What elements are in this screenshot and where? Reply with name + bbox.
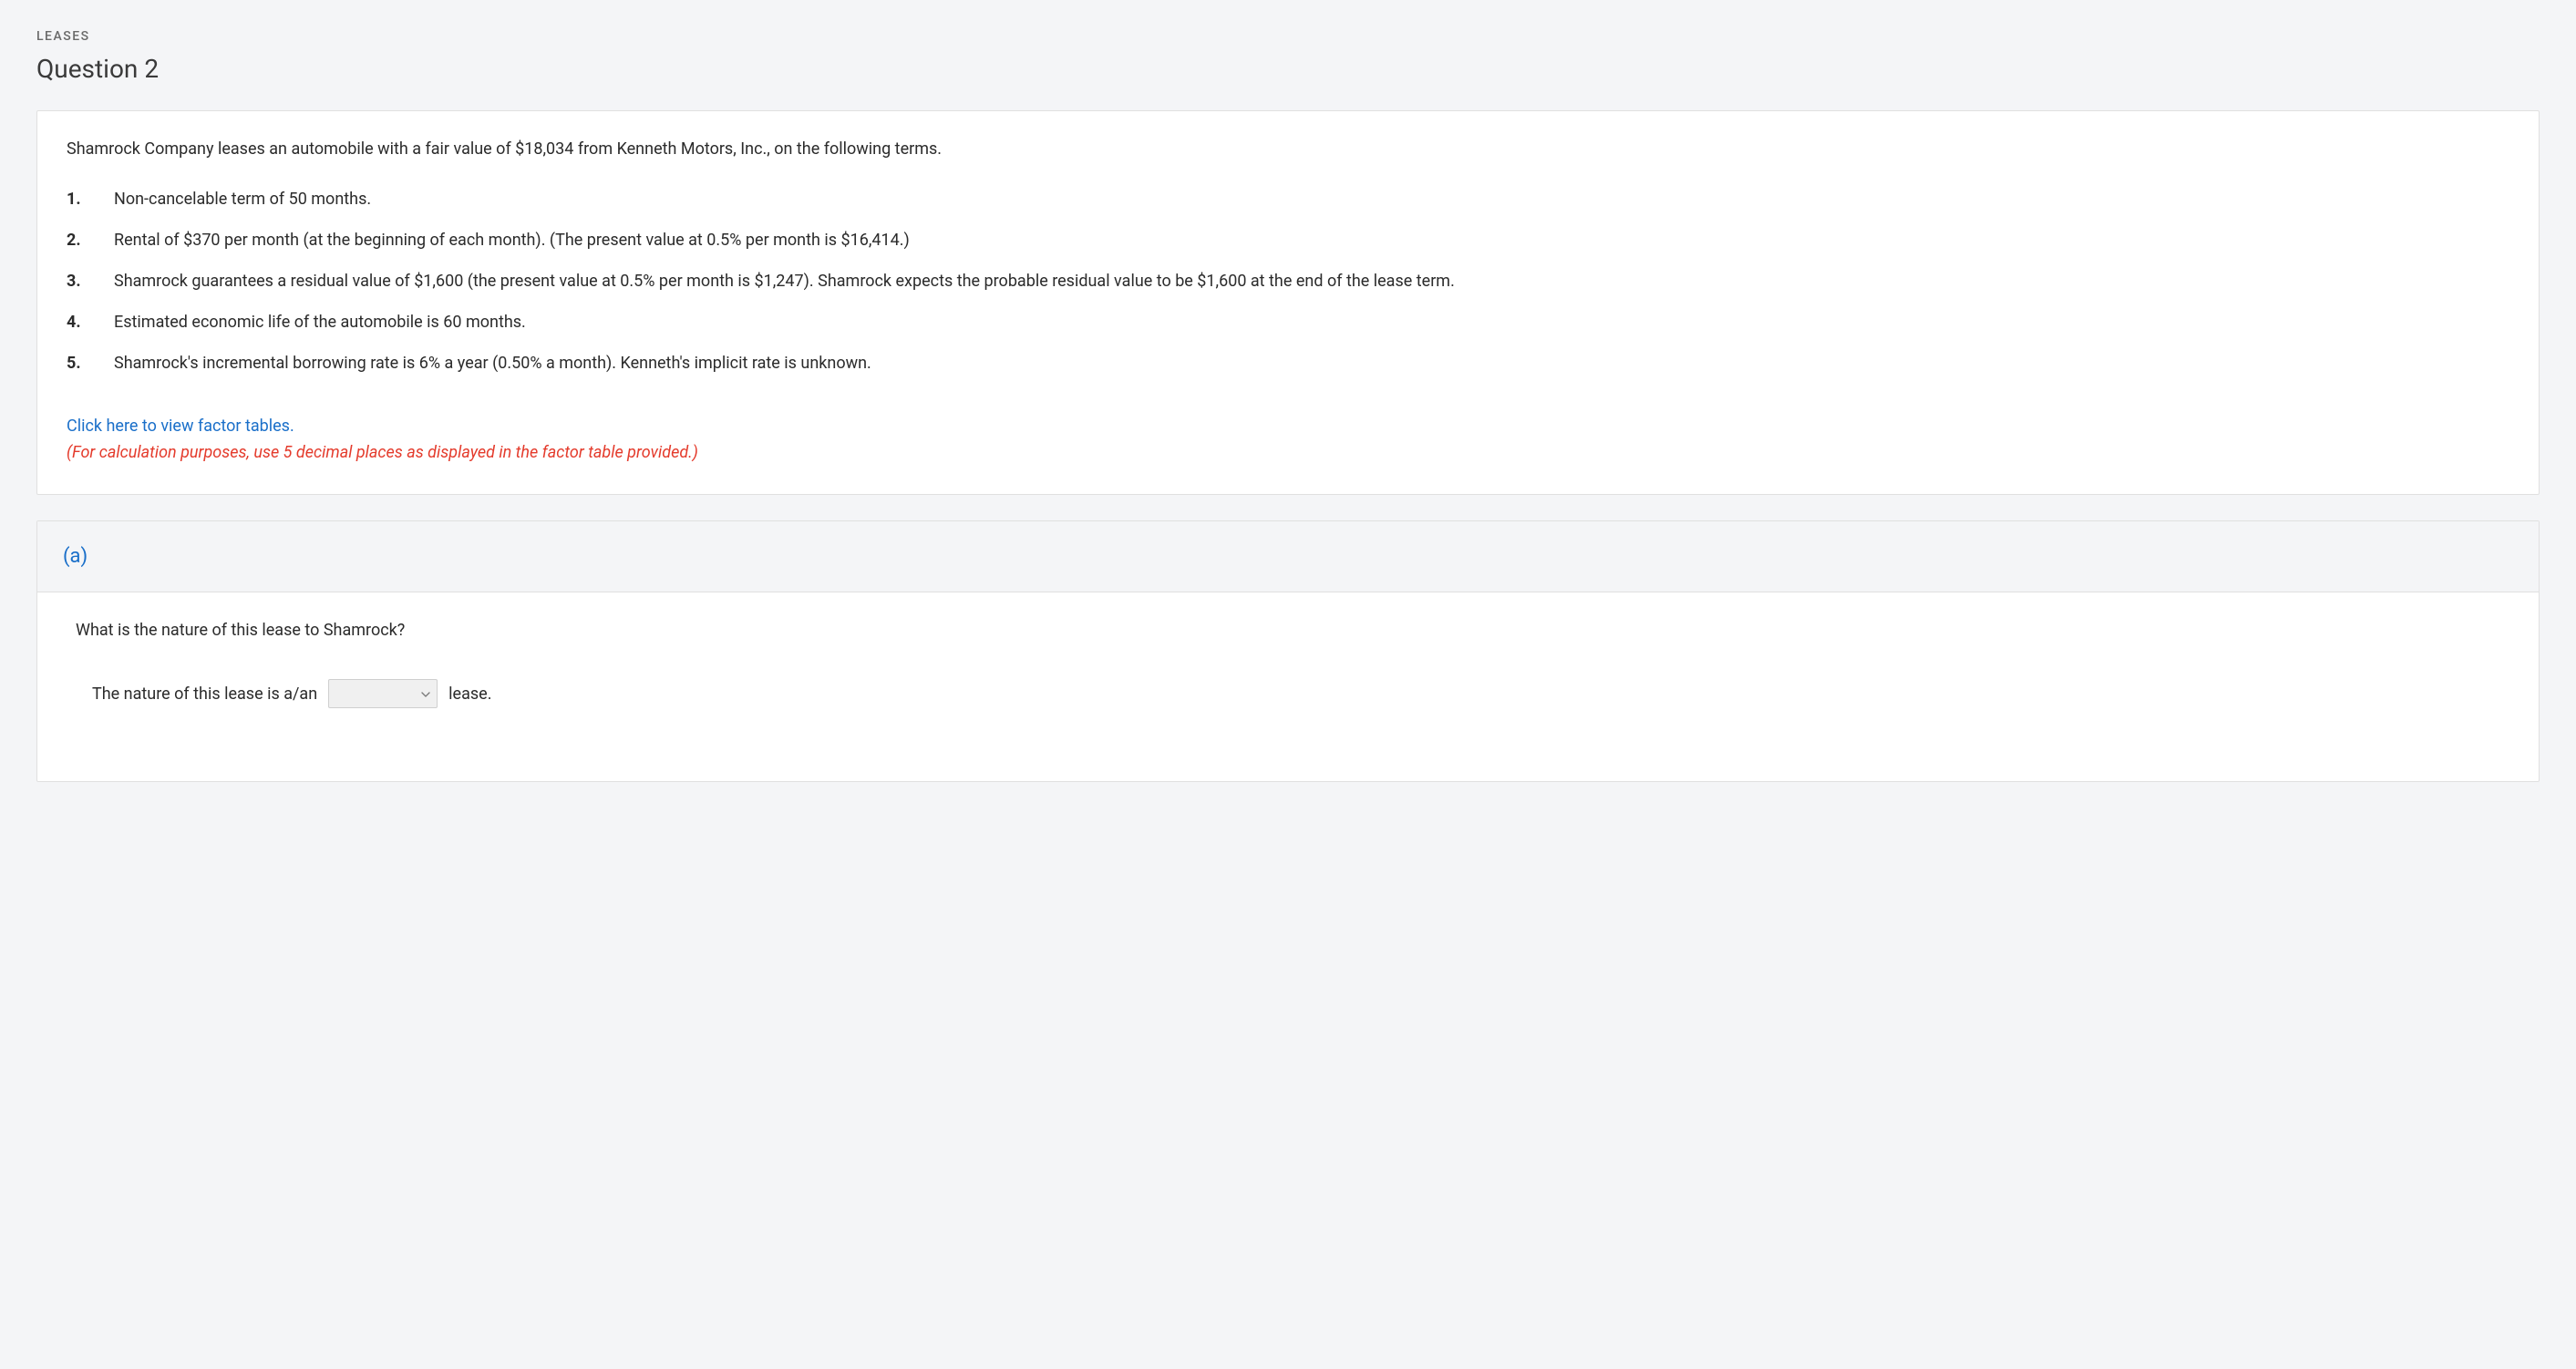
term-text: Estimated economic life of the automobil… <box>114 310 2509 335</box>
problem-intro: Shamrock Company leases an automobile wi… <box>67 137 2509 161</box>
part-a-card: (a) What is the nature of this lease to … <box>36 520 2540 782</box>
answer-suffix: lease. <box>448 682 491 706</box>
answer-prefix: The nature of this lease is a/an <box>92 682 317 706</box>
term-text: Rental of $370 per month (at the beginni… <box>114 228 2509 252</box>
term-text: Non-cancelable term of 50 months. <box>114 187 2509 211</box>
question-header: LEASES Question 2 <box>36 27 2540 88</box>
term-item: 5. Shamrock's incremental borrowing rate… <box>67 351 2509 376</box>
term-number: 4. <box>67 310 114 335</box>
lease-type-select[interactable] <box>328 679 438 708</box>
term-item: 2. Rental of $370 per month (at the begi… <box>67 228 2509 252</box>
part-header: (a) <box>37 521 2539 592</box>
term-number: 2. <box>67 228 114 252</box>
term-item: 4. Estimated economic life of the automo… <box>67 310 2509 335</box>
term-text: Shamrock guarantees a residual value of … <box>114 269 2509 293</box>
term-number: 5. <box>67 351 114 376</box>
term-text: Shamrock's incremental borrowing rate is… <box>114 351 2509 376</box>
answer-row: The nature of this lease is a/an lease. <box>76 679 2500 708</box>
calculation-note: (For calculation purposes, use 5 decimal… <box>67 440 2509 465</box>
term-item: 1. Non-cancelable term of 50 months. <box>67 187 2509 211</box>
part-body: What is the nature of this lease to Sham… <box>37 592 2539 781</box>
term-number: 3. <box>67 269 114 293</box>
part-label: (a) <box>63 545 88 568</box>
factor-tables-link[interactable]: Click here to view factor tables. <box>67 414 2509 438</box>
problem-card: Shamrock Company leases an automobile wi… <box>36 110 2540 495</box>
lease-type-select-wrapper <box>328 679 438 708</box>
part-question: What is the nature of this lease to Sham… <box>76 618 2500 643</box>
question-title: Question 2 <box>36 50 2540 88</box>
terms-list: 1. Non-cancelable term of 50 months. 2. … <box>67 187 2509 376</box>
term-item: 3. Shamrock guarantees a residual value … <box>67 269 2509 293</box>
topic-label: LEASES <box>36 27 2540 46</box>
term-number: 1. <box>67 187 114 211</box>
